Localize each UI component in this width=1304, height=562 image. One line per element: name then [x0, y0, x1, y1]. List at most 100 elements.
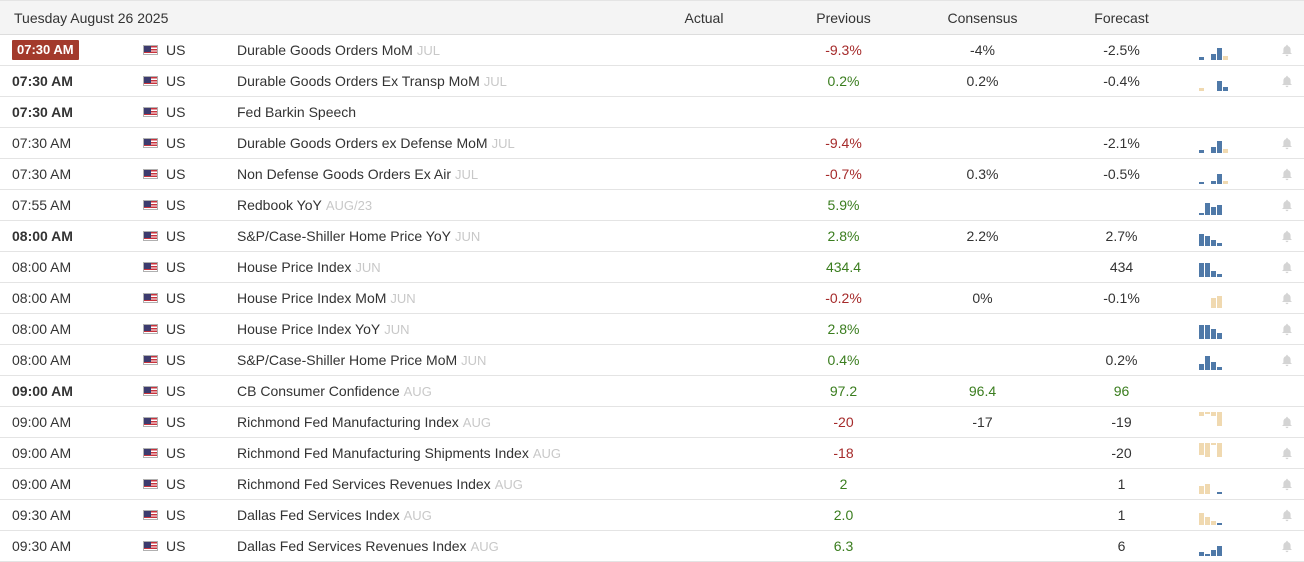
event-time: 09:00 AM	[12, 476, 72, 492]
history-sparkline[interactable]	[1191, 102, 1269, 122]
history-sparkline[interactable]	[1191, 412, 1269, 432]
event-cell: S&P/Case-Shiller Home Price MoM JUN	[224, 352, 634, 368]
bell-icon[interactable]	[1281, 44, 1293, 57]
sparkline-bar	[1223, 56, 1228, 60]
bell-icon[interactable]	[1281, 447, 1293, 460]
event-name-link[interactable]: Non Defense Goods Orders Ex Air	[237, 166, 451, 182]
table-row[interactable]: 07:55 AM US Redbook YoY AUG/23 5.9%	[0, 190, 1304, 221]
alert-cell	[1269, 323, 1304, 336]
event-cell: Richmond Fed Services Revenues Index AUG	[224, 476, 634, 492]
table-row[interactable]: 08:00 AM US S&P/Case-Shiller Home Price Mo…	[0, 345, 1304, 376]
alert-cell	[1269, 416, 1304, 429]
history-sparkline[interactable]	[1191, 350, 1269, 370]
bell-icon[interactable]	[1281, 292, 1293, 305]
table-row[interactable]: 07:30 AM US Durable Goods Orders ex Defens…	[0, 128, 1304, 159]
event-name-link[interactable]: House Price Index MoM	[237, 290, 387, 306]
bell-icon[interactable]	[1281, 75, 1293, 88]
event-cell: Dallas Fed Services Revenues Index AUG	[224, 538, 634, 554]
event-cell: Redbook YoY AUG/23	[224, 197, 634, 213]
bell-icon[interactable]	[1281, 137, 1293, 150]
event-reference-period: JUN	[461, 353, 487, 368]
history-sparkline[interactable]	[1191, 71, 1269, 91]
sparkline-bar	[1199, 263, 1204, 277]
event-reference-period: JUL	[455, 167, 479, 182]
bell-icon[interactable]	[1281, 354, 1293, 367]
table-row[interactable]: 09:00 AM US Richmond Fed Manufacturing Shi…	[0, 438, 1304, 469]
event-name-link[interactable]: Durable Goods Orders ex Defense MoM	[237, 135, 488, 151]
history-sparkline[interactable]	[1191, 164, 1269, 184]
bell-icon[interactable]	[1281, 509, 1293, 522]
history-sparkline[interactable]	[1191, 195, 1269, 215]
sparkline-bar	[1199, 364, 1204, 370]
table-row[interactable]: 07:30 AM US Durable Goods Orders MoM JUL -9.…	[0, 35, 1304, 66]
bell-icon[interactable]	[1281, 230, 1293, 243]
event-name-link[interactable]: Durable Goods Orders Ex Transp MoM	[237, 73, 480, 89]
sparkline-bar	[1217, 205, 1222, 215]
alert-cell	[1269, 44, 1304, 57]
history-sparkline[interactable]	[1191, 257, 1269, 277]
event-name-link[interactable]: Richmond Fed Services Revenues Index	[237, 476, 491, 492]
table-row[interactable]: 07:30 AM US Durable Goods Orders Ex Transp…	[0, 66, 1304, 97]
table-row[interactable]: 09:00 AM US CB Consumer Confidence AUG 97.2 9…	[0, 376, 1304, 407]
event-name-link[interactable]: Dallas Fed Services Revenues Index	[237, 538, 467, 554]
sparkline-bar	[1223, 149, 1228, 153]
bell-icon[interactable]	[1281, 540, 1293, 553]
country-code: US	[166, 73, 186, 89]
history-sparkline[interactable]	[1191, 40, 1269, 60]
history-sparkline[interactable]	[1191, 443, 1269, 463]
event-reference-period: JUN	[355, 260, 381, 275]
table-row[interactable]: 08:00 AM US S&P/Case-Shiller Home Price Yo…	[0, 221, 1304, 252]
event-name-link[interactable]: S&P/Case-Shiller Home Price YoY	[237, 228, 451, 244]
history-sparkline[interactable]	[1191, 474, 1269, 494]
table-row[interactable]: 08:00 AM US House Price Index MoM JUN -0.2% 0…	[0, 283, 1304, 314]
bell-icon[interactable]	[1281, 416, 1293, 429]
event-name-link[interactable]: Dallas Fed Services Index	[237, 507, 400, 523]
col-actual[interactable]: Actual	[684, 9, 724, 26]
history-sparkline[interactable]	[1191, 536, 1269, 556]
country-code: US	[166, 445, 186, 461]
history-sparkline[interactable]	[1191, 505, 1269, 525]
country-code: US	[166, 321, 186, 337]
previous-value: 97.2	[829, 383, 858, 399]
sparkline-bar	[1217, 81, 1222, 91]
sparkline-bar	[1199, 213, 1204, 215]
event-name-link[interactable]: Richmond Fed Manufacturing Index	[237, 414, 459, 430]
table-row[interactable]: 09:00 AM US Richmond Fed Services Revenues…	[0, 469, 1304, 500]
table-row[interactable]: 09:30 AM US Dallas Fed Services Index AUG 2.…	[0, 500, 1304, 531]
event-name-link[interactable]: Durable Goods Orders MoM	[237, 42, 413, 58]
bell-icon[interactable]	[1281, 199, 1293, 212]
sparkline-bar	[1217, 274, 1222, 277]
event-name-link[interactable]: House Price Index YoY	[237, 321, 381, 337]
table-row[interactable]: 09:00 AM US Richmond Fed Manufacturing Ind…	[0, 407, 1304, 438]
event-name-link[interactable]: Fed Barkin Speech	[237, 104, 357, 120]
table-row[interactable]: 08:00 AM US House Price Index JUN 434.4 434	[0, 252, 1304, 283]
history-sparkline[interactable]	[1191, 133, 1269, 153]
us-flag-icon	[143, 386, 158, 396]
consensus-value: 0%	[972, 290, 993, 306]
table-row[interactable]: 09:30 AM US Dallas Fed Services Revenues I…	[0, 531, 1304, 562]
history-sparkline[interactable]	[1191, 226, 1269, 246]
event-cell: Durable Goods Orders MoM JUL	[224, 42, 634, 58]
history-sparkline[interactable]	[1191, 381, 1269, 401]
event-time-cell: 07:30 AM	[0, 73, 130, 89]
col-forecast[interactable]: Forecast	[1094, 9, 1149, 26]
col-consensus[interactable]: Consensus	[947, 9, 1018, 26]
history-sparkline[interactable]	[1191, 319, 1269, 339]
bell-icon[interactable]	[1281, 168, 1293, 181]
us-flag-icon	[143, 107, 158, 117]
event-name-link[interactable]: CB Consumer Confidence	[237, 383, 400, 399]
event-name-link[interactable]: House Price Index	[237, 259, 352, 275]
col-previous[interactable]: Previous	[816, 9, 871, 26]
event-name-link[interactable]: Richmond Fed Manufacturing Shipments Ind…	[237, 445, 529, 461]
bell-icon[interactable]	[1281, 478, 1293, 491]
table-row[interactable]: 08:00 AM US House Price Index YoY JUN 2.8%	[0, 314, 1304, 345]
event-name-link[interactable]: Redbook YoY	[237, 197, 322, 213]
table-row[interactable]: 07:30 AM US Fed Barkin Speech	[0, 97, 1304, 128]
history-sparkline[interactable]	[1191, 288, 1269, 308]
bell-icon[interactable]	[1281, 261, 1293, 274]
bell-icon[interactable]	[1281, 323, 1293, 336]
event-time: 07:30 AM	[12, 104, 73, 120]
event-name-link[interactable]: S&P/Case-Shiller Home Price MoM	[237, 352, 458, 368]
event-reference-period: JUN	[390, 291, 416, 306]
table-row[interactable]: 07:30 AM US Non Defense Goods Orders Ex Ai…	[0, 159, 1304, 190]
